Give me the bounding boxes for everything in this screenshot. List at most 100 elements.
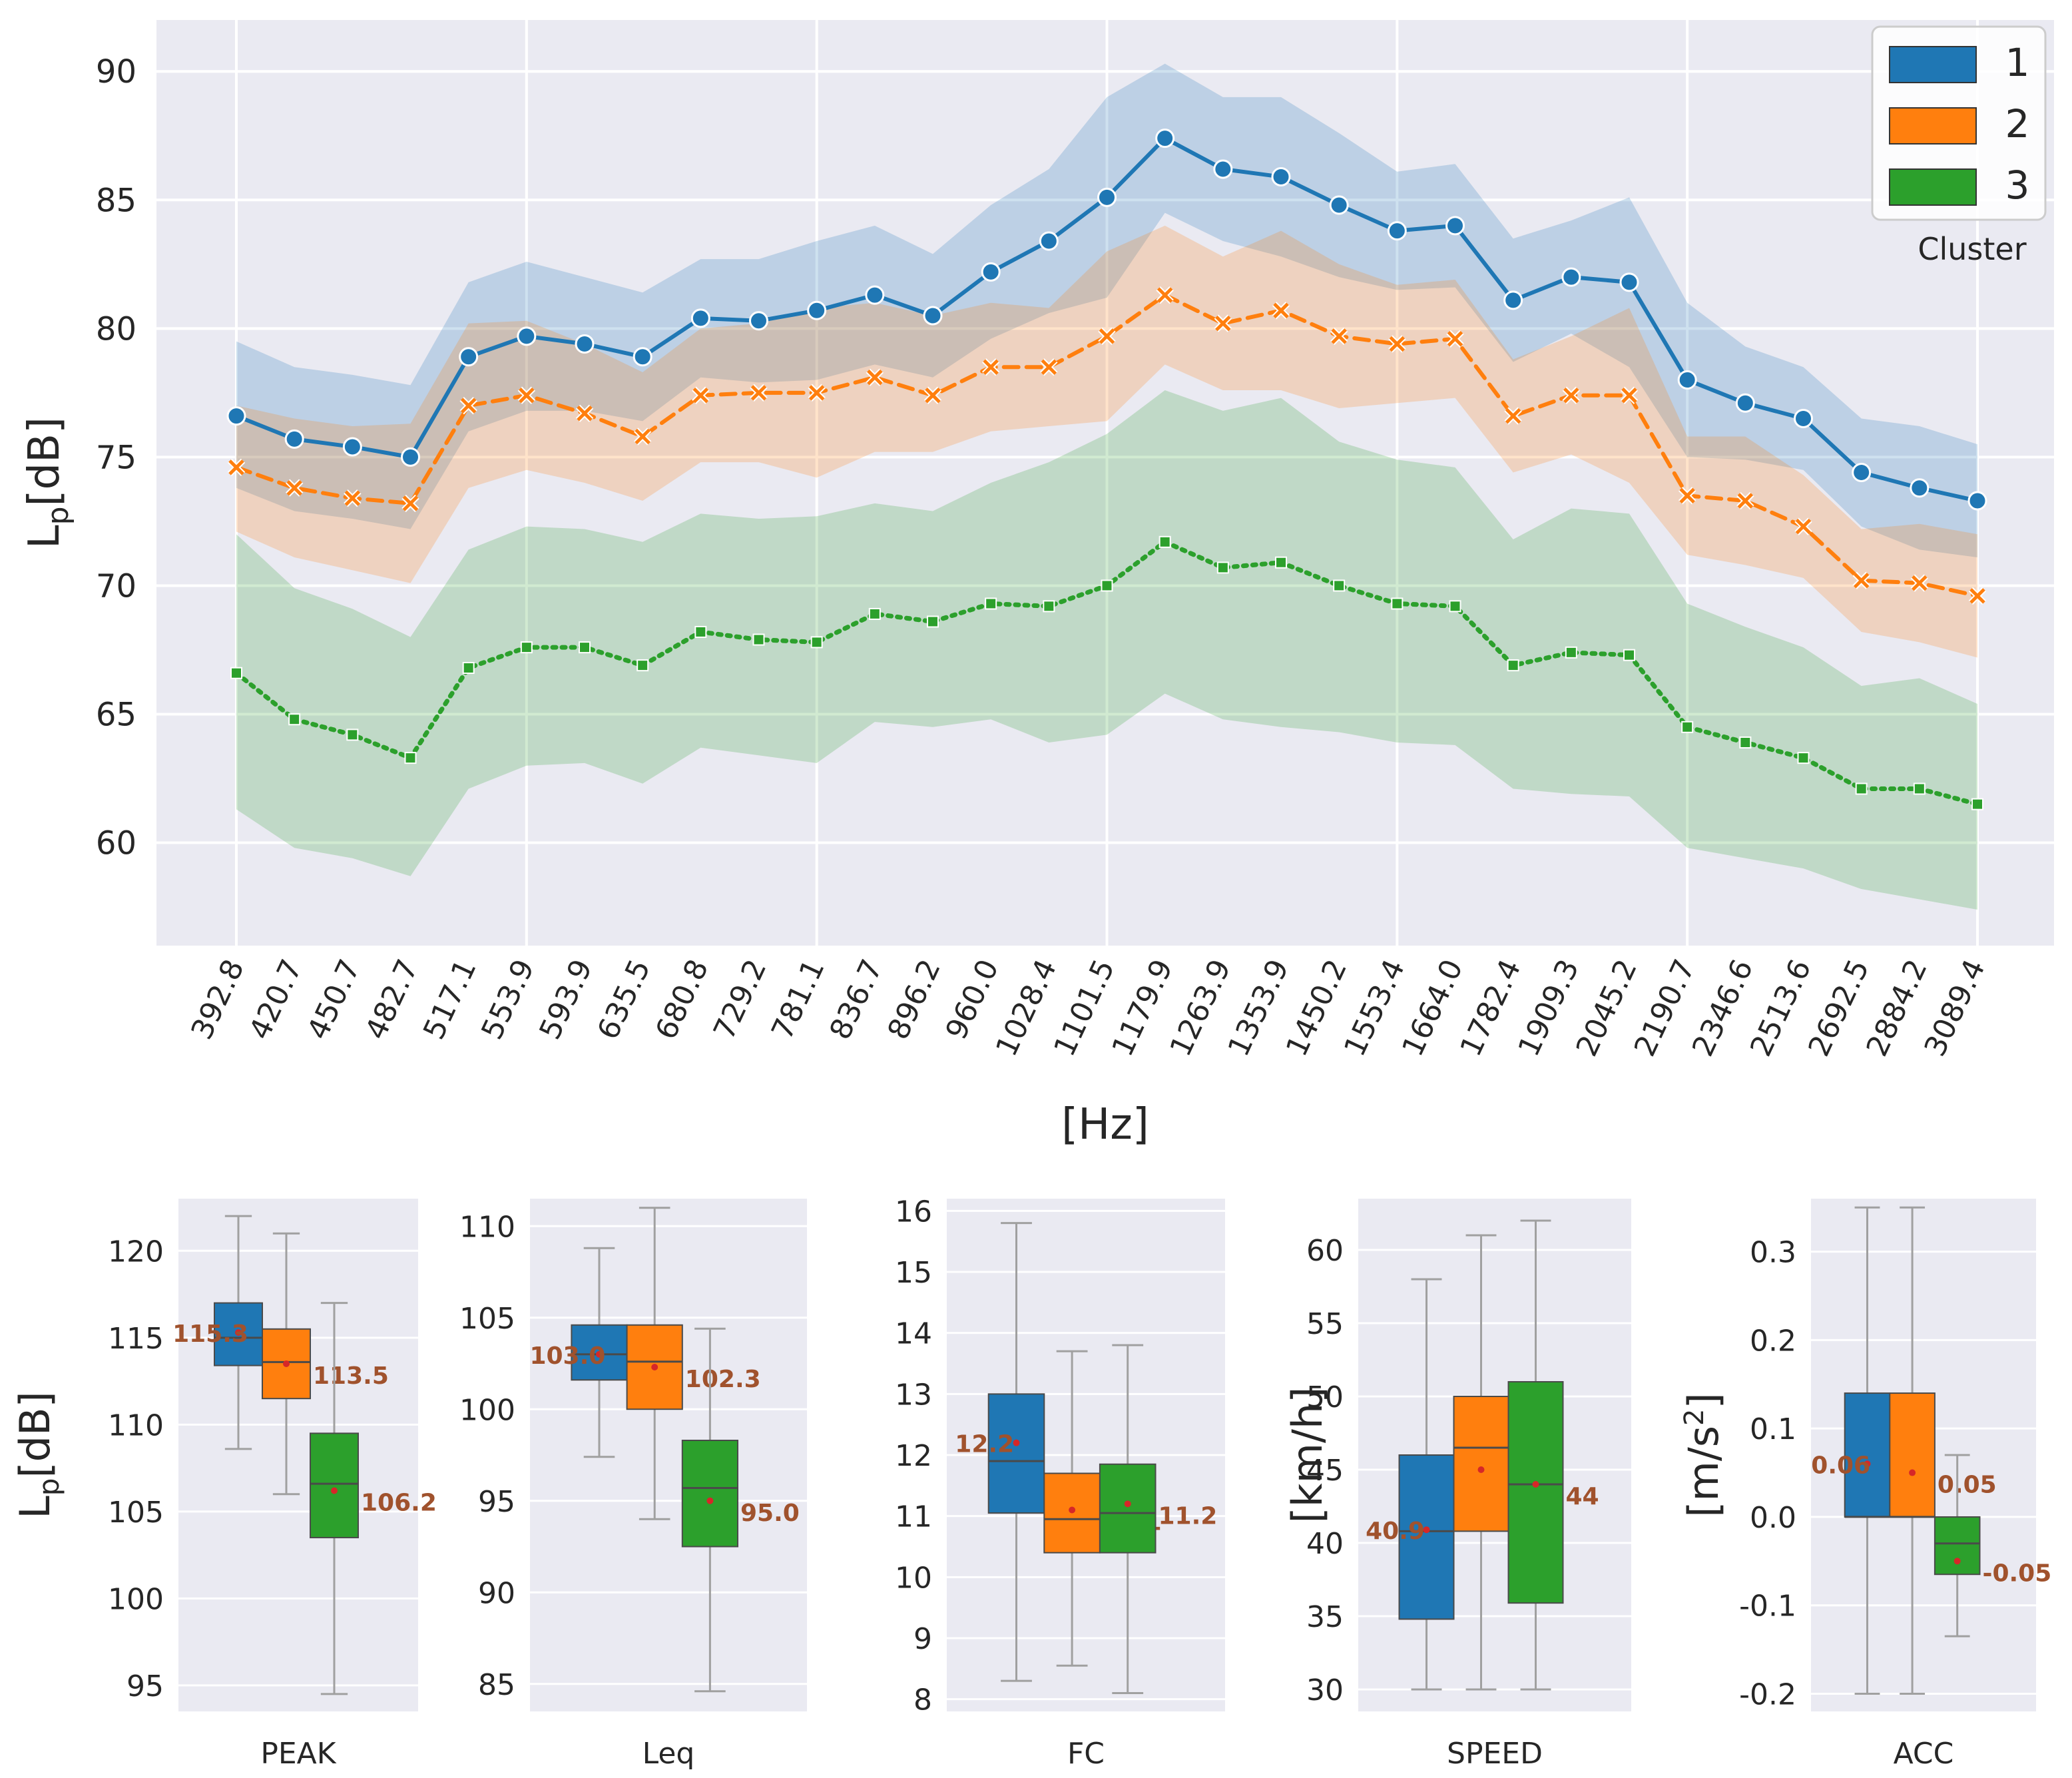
data-point-cluster-2	[344, 489, 362, 507]
data-point-cluster-3	[1275, 556, 1287, 569]
data-point-cluster-2	[1852, 571, 1870, 589]
box-cluster-1: 40.9	[1366, 1278, 1455, 1691]
y-tick-label: 105	[108, 1496, 164, 1530]
mean-label: 102.3	[685, 1366, 761, 1393]
mean-marker	[1864, 1460, 1871, 1468]
y-tick-label: 0.0	[1750, 1501, 1796, 1535]
mean-label: 44	[1566, 1483, 1599, 1510]
boxplot-panel-acc: -0.2 -0.1 0.0 0.1 0.2 0.3 0.06 0.05 -0.05 ACC [m/s…	[1679, 1199, 2051, 1771]
marker-cross	[1157, 287, 1173, 303]
y-axis-label-superscript: 2	[1679, 1408, 1710, 1425]
data-point-cluster-2	[1910, 574, 1929, 592]
data-point-cluster-1	[981, 262, 1001, 282]
data-point-cluster-2	[459, 396, 477, 415]
y-tick-label: 11	[895, 1500, 932, 1534]
marker-cross	[1621, 387, 1637, 404]
box-cluster-2: 0.05	[1889, 1206, 1997, 1695]
marker-cross	[577, 405, 593, 422]
y-tick-label: 90	[96, 53, 136, 91]
data-point-cluster-1	[1619, 272, 1639, 292]
confidence-band-cluster-3	[236, 390, 1977, 910]
mean-label: 0.05	[1938, 1472, 1997, 1499]
y-tick-label: 60	[96, 825, 136, 862]
x-axis-label: [Hz]	[1061, 1100, 1149, 1149]
data-point-cluster-2	[1678, 487, 1696, 505]
x-axis-label: ACC	[1894, 1737, 1954, 1771]
y-tick-label: 105	[459, 1302, 515, 1336]
legend-swatch-cluster-3	[1889, 168, 1977, 206]
box-iqr	[1934, 1516, 1981, 1576]
y-tick-label: 12	[895, 1439, 932, 1473]
mean-label: 113.5	[313, 1362, 389, 1390]
y-axis-label-unit: [dB]	[20, 417, 69, 506]
y-tick-label: 35	[1306, 1600, 1344, 1634]
legend-swatch-cluster-1	[1889, 46, 1977, 83]
mean-marker	[651, 1364, 658, 1370]
data-point-cluster-2	[1098, 327, 1116, 346]
legend-swatch-cluster-2	[1889, 107, 1977, 145]
data-point-cluster-3	[1855, 782, 1868, 795]
y-tick-label: 8	[913, 1683, 932, 1717]
data-point-cluster-1	[342, 437, 362, 457]
marker-cross	[692, 387, 709, 404]
data-point-cluster-1	[1329, 195, 1349, 215]
mean-marker	[596, 1350, 603, 1358]
data-point-cluster-2	[1446, 330, 1464, 348]
data-point-cluster-3	[1507, 659, 1519, 672]
y-tick-label: 60	[1306, 1234, 1344, 1268]
data-point-cluster-1	[1271, 167, 1291, 187]
marker-cross	[1099, 328, 1115, 344]
y-axis-label: Lp[dB]	[20, 417, 75, 549]
data-point-cluster-3	[1159, 535, 1171, 548]
marker-cross	[344, 490, 361, 506]
y-tick-label: 110	[108, 1408, 164, 1442]
y-tick-label: 9	[913, 1622, 932, 1656]
box-cluster-1: 103.0	[529, 1247, 628, 1458]
data-point-cluster-1	[749, 311, 768, 331]
mean-marker	[1013, 1439, 1020, 1446]
data-point-cluster-3	[288, 713, 301, 726]
box-iqr	[1507, 1381, 1564, 1604]
data-point-cluster-2	[227, 458, 246, 477]
data-point-cluster-3	[1739, 736, 1752, 748]
mean-label: 115.3	[172, 1321, 248, 1348]
marker-cross	[1853, 572, 1870, 589]
y-tick-label: 95	[478, 1485, 515, 1519]
y-tick-label: 65	[96, 697, 136, 734]
box-iqr	[1398, 1454, 1455, 1620]
boxplot-panel-leq: 85 90 95 100 105 110 103.0 102.3 95.0 Leq	[459, 1199, 807, 1771]
y-tick-label: 110	[459, 1210, 515, 1244]
data-point-cluster-2	[1794, 517, 1812, 535]
x-tick-label: 517.1	[417, 954, 483, 1045]
data-point-cluster-1	[1503, 290, 1523, 310]
data-point-cluster-2	[1968, 587, 1987, 605]
data-point-cluster-1	[1677, 370, 1697, 390]
mean-label: 11.2	[1159, 1502, 1218, 1530]
mean-marker	[1124, 1500, 1131, 1508]
y-tick-label: 15	[895, 1256, 932, 1290]
data-point-cluster-1	[1039, 231, 1059, 251]
plot-background	[530, 1199, 807, 1711]
box-cluster-3: -0.05	[1934, 1454, 2051, 1637]
box-iqr	[1889, 1392, 1936, 1518]
marker-cross	[983, 359, 999, 376]
y-tick-label: 10	[895, 1561, 932, 1595]
data-point-cluster-1	[690, 308, 710, 328]
y-tick-label: 13	[895, 1378, 932, 1412]
data-point-cluster-2	[1736, 491, 1754, 510]
data-point-cluster-1	[1910, 478, 1930, 498]
y-tick-label: 85	[96, 182, 136, 219]
marker-cross	[519, 387, 535, 404]
data-point-cluster-2	[285, 479, 304, 497]
data-point-cluster-1	[1387, 221, 1407, 241]
marker-cross	[1505, 408, 1521, 424]
legend-label-cluster-2: 2	[2005, 101, 2030, 147]
data-point-cluster-2	[1620, 386, 1639, 404]
x-tick-label: 680.8	[649, 954, 715, 1045]
y-tick-label: 16	[895, 1195, 932, 1229]
marker-cross	[402, 495, 419, 511]
data-point-cluster-1	[284, 429, 304, 449]
box-cluster-3: 106.2	[310, 1302, 437, 1695]
mean-label: 103.0	[529, 1342, 605, 1370]
